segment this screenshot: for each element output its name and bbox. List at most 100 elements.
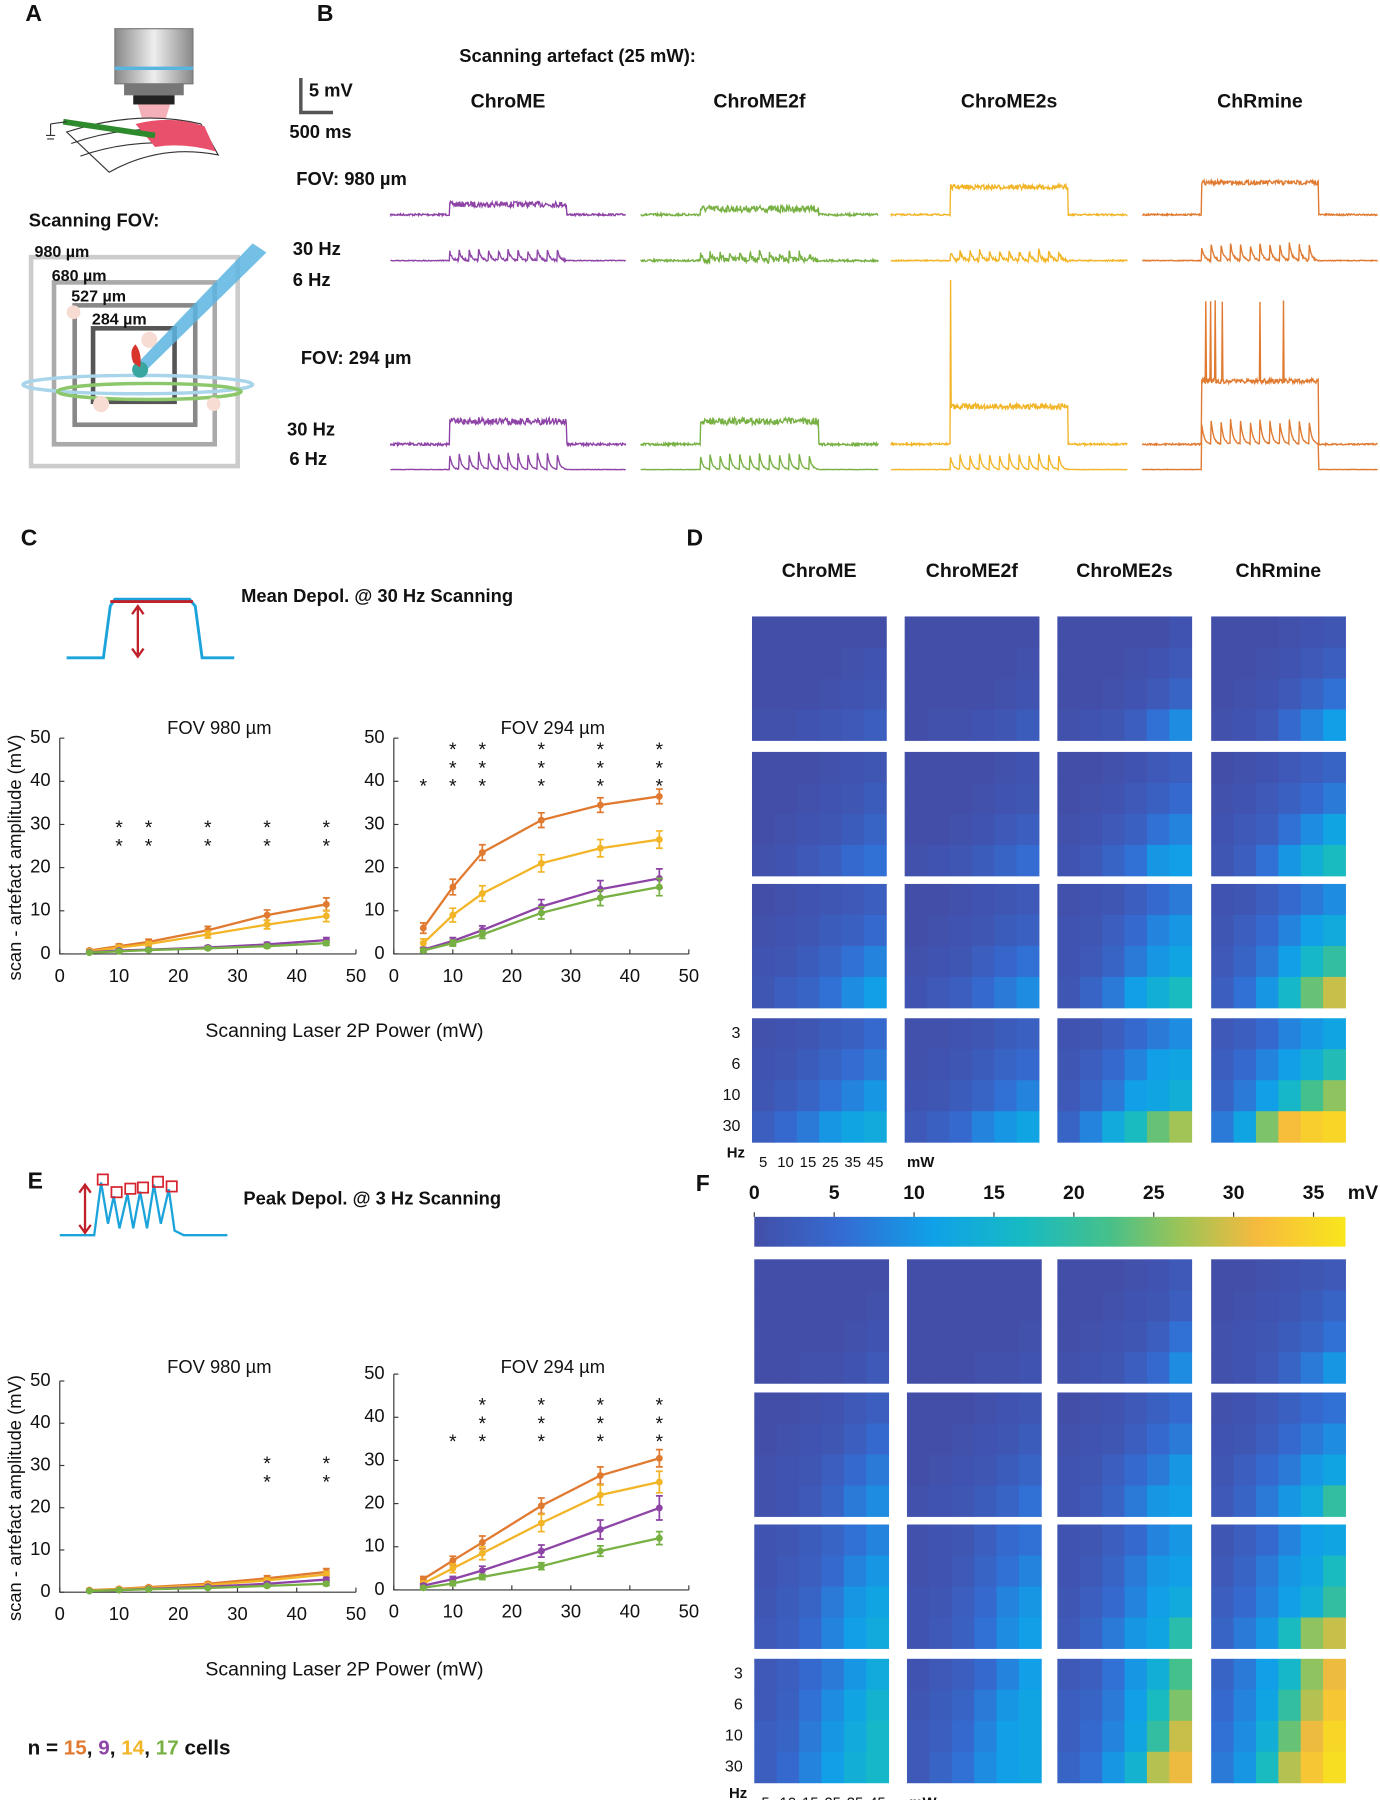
heatmap-cell <box>843 1689 867 1722</box>
heatmap-cell <box>866 1720 890 1753</box>
heatmap-cell <box>994 813 1018 846</box>
heatmap-cell <box>1018 1720 1042 1753</box>
panel-label: F <box>696 1170 710 1196</box>
heatmap-cell <box>1146 844 1170 877</box>
y-tick-label: 20 <box>364 1491 384 1512</box>
heatmap-cell <box>1323 1392 1346 1424</box>
heatmap-cell <box>1146 1720 1170 1753</box>
heatmap-cell <box>754 1586 778 1618</box>
heatmap-cell <box>843 1720 867 1753</box>
heatmap-cell <box>774 709 798 741</box>
heatmap-cell <box>974 1555 997 1587</box>
heatmap-cell <box>1146 647 1170 679</box>
heatmap-cell <box>1300 1392 1324 1424</box>
col-label: 5 <box>761 1794 769 1800</box>
significance-star: * <box>479 776 487 798</box>
heatmap-cell <box>1211 1524 1235 1556</box>
heatmap-cell <box>971 616 995 648</box>
heatmap-cell <box>1102 1555 1125 1587</box>
fov-label: 980 µm <box>35 243 90 261</box>
heatmap-cell <box>951 1658 975 1691</box>
heatmap-cell <box>1233 976 1257 1009</box>
heatmap-cell <box>1146 1689 1170 1722</box>
col-label: 25 <box>824 1794 841 1800</box>
heatmap-cell <box>863 883 887 916</box>
heatmap-cell <box>1169 1751 1193 1784</box>
heatmap-cell <box>1016 813 1040 846</box>
heatmap-cell <box>1102 1018 1125 1050</box>
heatmap-cell <box>1233 1321 1257 1353</box>
heatmap-cell <box>906 1524 930 1556</box>
heatmap-cell <box>971 647 995 679</box>
heatmap-cell <box>863 678 887 710</box>
col-label: 10 <box>777 1154 794 1171</box>
heatmap-cell <box>1124 1321 1148 1353</box>
heatmap-cell <box>1057 1751 1081 1784</box>
heatmap-cell <box>774 1080 798 1112</box>
rate-label: 6 Hz <box>289 448 327 469</box>
heatmap-cell <box>1124 844 1148 877</box>
heatmap-cell <box>904 1049 928 1081</box>
heatmap-cell <box>1124 1658 1148 1691</box>
heatmap-cell <box>1102 1049 1125 1081</box>
heatmap-cell <box>774 647 798 679</box>
significance-star: * <box>656 1413 664 1435</box>
heatmap-cell <box>1211 1080 1235 1112</box>
heatmap-cell <box>796 1018 820 1050</box>
heatmap-cell <box>1079 709 1103 741</box>
heatmap-cell <box>927 945 950 978</box>
heatmap-cell <box>866 1259 890 1291</box>
trace <box>640 249 879 266</box>
significance-star: * <box>449 776 457 798</box>
heatmap-cell <box>821 1751 845 1784</box>
heatmap-cell <box>1079 945 1103 978</box>
heatmap-cell <box>1211 647 1235 679</box>
x-tick-label: 40 <box>620 965 640 986</box>
heatmap-cell <box>1211 1658 1235 1691</box>
heatmap-cell <box>1124 1259 1148 1291</box>
heatmap-cell <box>754 1290 778 1322</box>
x-tick-label: 30 <box>227 965 247 986</box>
data-point <box>478 1539 486 1546</box>
heatmap-cell <box>796 883 820 916</box>
heatmap-cell <box>1278 1259 1302 1291</box>
data-point <box>449 1564 457 1572</box>
heatmap-cell <box>843 1617 867 1649</box>
heatmap-cell <box>1169 678 1193 710</box>
data-point <box>537 1547 545 1555</box>
series-line <box>422 1480 660 1585</box>
heatmap-cell <box>949 616 973 648</box>
chart-title: FOV 294 µm <box>501 717 605 738</box>
heatmap-cell <box>796 914 820 947</box>
heatmap-cell <box>927 647 950 679</box>
significance-star: * <box>449 757 457 779</box>
heatmap-cell <box>1255 1049 1279 1081</box>
x-tick-label: 40 <box>620 1601 640 1622</box>
heatmap-cell <box>996 1259 1020 1291</box>
y-tick-label: 40 <box>30 769 50 790</box>
heatmap-cell <box>866 1423 890 1455</box>
heatmap-cell <box>796 1049 820 1081</box>
heatmap-cell <box>776 1321 800 1353</box>
heatmap-cell <box>1146 1658 1170 1691</box>
heatmap-cell <box>843 1321 867 1353</box>
heatmap-cell <box>1300 883 1324 916</box>
heatmap-cell <box>906 1555 930 1587</box>
heatmap-cell <box>843 1290 867 1322</box>
heatmap-cell <box>1300 1555 1324 1587</box>
heatmap-cell <box>774 914 798 947</box>
heatmap-cell <box>1169 1321 1193 1353</box>
heatmap-cell <box>1211 1689 1235 1722</box>
heatmap-cell <box>1146 1018 1170 1050</box>
heatmap-cell <box>751 751 775 784</box>
heatmap-cell <box>1057 1423 1081 1455</box>
heatmap-cell <box>1233 1454 1257 1486</box>
heatmap-cell <box>751 709 775 741</box>
heatmap-cell <box>819 1018 842 1050</box>
heatmap-cell <box>866 1454 890 1486</box>
heatmap-cell <box>774 1049 798 1081</box>
heatmap-cell <box>799 1290 822 1322</box>
heatmap-cell <box>951 1555 975 1587</box>
heatmap-cell <box>1018 1658 1042 1691</box>
heatmap-cell <box>751 813 775 846</box>
